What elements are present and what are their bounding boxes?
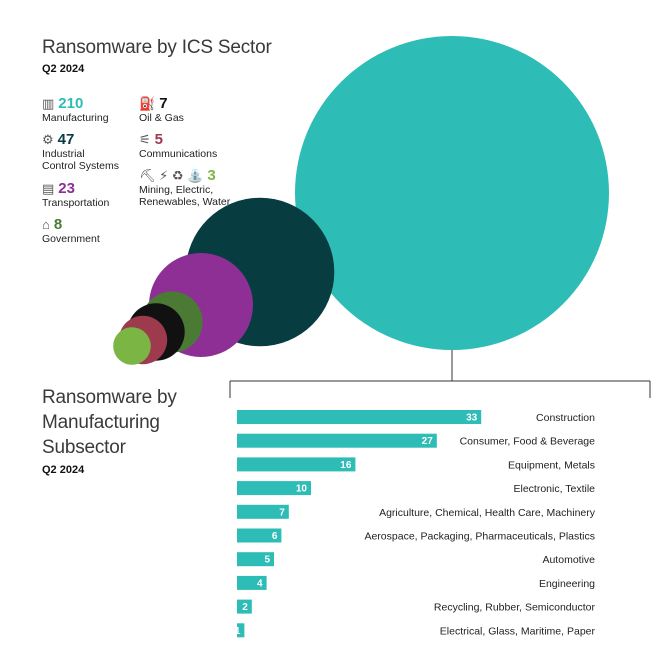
category-label: Electrical, Glass, Maritime, Paper [440,625,596,637]
bar-electrical-glass-maritime-paper [237,623,245,638]
category-label: Recycling, Rubber, Semiconductor [434,602,596,614]
bar-value-label: 27 [422,436,434,447]
legend-count: 47 [57,131,75,148]
legend-oil-gas: ⛽ 7 Oil & Gas [139,95,184,125]
antenna-icon: ⚟ [139,132,151,147]
bar-equipment-metals [237,457,356,472]
legend-count: 5 [154,131,163,148]
bar-value-label: 1 [235,626,241,637]
legend-transportation: ▤ 23 Transportation [42,180,110,210]
legend-count: 3 [207,167,216,184]
bar-value-label: 10 [296,484,308,495]
bar-recycling-rubber-semiconductor [237,599,252,614]
category-label: Automotive [542,554,595,566]
sector-chart-title: Ransomware by ICS Sector [42,37,272,58]
category-label: Construction [536,412,595,424]
bar-value-label: 4 [257,578,263,589]
legend-label: Control Systems [42,160,120,172]
oil-rig-icon: ⛽ [139,96,156,111]
bar-engineering [237,575,267,590]
sector-chart-period: Q2 2024 [42,63,85,75]
subsector-chart-title-line-1: Ransomware by [42,387,177,408]
legend-label: Government [42,233,100,245]
category-label: Electronic, Textile [513,483,595,495]
legend-count: 8 [53,216,63,233]
bubble-manufacturing [295,36,609,350]
legend-count: 23 [58,180,75,197]
legend-label: Manufacturing [42,112,109,124]
subsector-chart-title-line-2: Manufacturing [42,412,160,433]
legend-label: Communications [139,148,218,160]
gear-cog-icon: ⚙ [42,132,54,147]
legend-label: Industrial [42,148,85,160]
legend-count: 7 [159,95,168,112]
bar-consumer-food-beverage [237,433,437,448]
bar-value-label: 33 [466,413,478,424]
category-label: Aerospace, Packaging, Pharmaceuticals, P… [364,531,595,543]
category-label: Equipment, Metals [508,459,595,471]
legend-label: Transportation [42,197,110,209]
government-building-icon: ⌂ [42,217,50,232]
legend-label: Oil & Gas [139,112,184,124]
bar-value-label: 7 [279,507,285,518]
bar-agriculture-chemical-health-care-machinery [237,504,289,519]
legend-label: Renewables, Water [139,196,231,208]
legend-mining-electric-renewables-water: ⛏ ⚡ ♻ ⛲ 3 Mining, Electric, Renewables, W… [139,167,231,209]
bar-value-label: 2 [242,602,248,613]
category-label: Consumer, Food & Beverage [460,436,596,448]
bar-electronic-textile [237,481,311,496]
legend-label: Mining, Electric, [139,184,214,196]
category-label: Engineering [539,578,595,590]
train-icon: ▤ [42,181,55,196]
bar-aerospace-packaging-pharmaceuticals-plastics [237,528,282,543]
legend-government: ⌂ 8 Government [42,216,100,246]
subsector-chart-period: Q2 2024 [42,464,85,476]
bar-automotive [237,552,274,567]
bar-value-label: 5 [264,555,270,566]
bubble-mining-electric-renewables-water [113,327,151,365]
bar-value-label: 16 [340,460,352,471]
factory-icon: ▥ [42,96,55,111]
legend-communications: ⚟ 5 Communications [139,131,218,161]
legend-count: 210 [58,95,84,112]
category-label: Agriculture, Chemical, Health Care, Mach… [379,507,596,519]
bar-construction [237,410,482,424]
utilities-icons: ⛏ ⚡ ♻ ⛲ [139,168,204,183]
legend-industrial-control-systems: ⚙ 47 Industrial Control Systems [42,131,120,173]
legend-manufacturing: ▥ 210 Manufacturing [42,95,109,125]
bar-value-label: 6 [272,531,278,542]
subsector-chart-title-line-3: Subsector [42,437,126,458]
